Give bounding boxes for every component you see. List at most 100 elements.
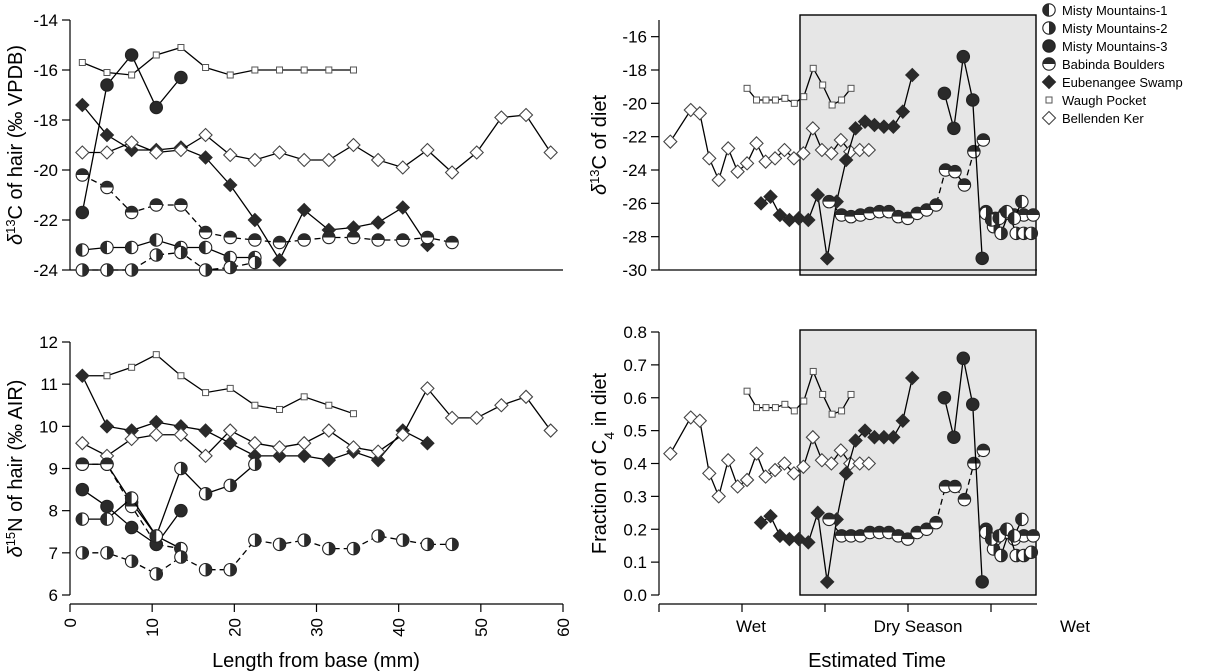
data-point	[833, 443, 849, 458]
data-point	[886, 119, 901, 134]
data-point	[844, 529, 858, 543]
data-point	[223, 562, 237, 577]
data-point	[100, 240, 114, 255]
data-point	[198, 240, 213, 255]
series-line	[82, 535, 453, 575]
data-point	[543, 423, 558, 438]
data-point	[800, 93, 808, 101]
data-point	[276, 405, 284, 413]
data-point	[965, 397, 980, 412]
data-point	[75, 546, 90, 560]
data-point	[730, 164, 745, 179]
legend-marker	[1045, 96, 1053, 104]
data-point	[833, 132, 849, 148]
data-point	[322, 230, 336, 245]
data-point	[297, 533, 311, 547]
data-point	[100, 263, 114, 277]
data-point	[420, 142, 435, 158]
series-bellenden	[75, 381, 558, 464]
data-point	[937, 86, 952, 101]
data-point	[842, 456, 858, 471]
legend-label: Misty Mountains-1	[1062, 3, 1167, 18]
data-point	[711, 172, 727, 188]
data-point	[819, 81, 827, 89]
panel-hair_d13c: -24 -22 -20 -18 -16 -14 δ13C of hair (‰ VPDB)	[3, 11, 563, 280]
data-point	[103, 372, 111, 380]
panel-hair_d15n: 6 7 8 9 10 11 12 0 10 20 30 40 50 60 Length from base …	[3, 333, 574, 672]
data-point	[494, 110, 509, 125]
data-point	[494, 397, 509, 413]
data-point	[370, 444, 386, 459]
data-point	[198, 150, 213, 165]
legend-marker	[1042, 57, 1056, 71]
x-axis-title: Length from base (mm)	[212, 650, 420, 672]
y-tick-label: -24	[33, 261, 58, 280]
data-point	[929, 515, 943, 530]
data-point	[272, 537, 287, 552]
data-point	[956, 351, 971, 366]
data-point	[75, 435, 90, 451]
x-tick-label: 30	[308, 618, 327, 637]
y-tick-label: 0.4	[623, 455, 647, 474]
data-point	[248, 255, 262, 270]
series-line	[82, 353, 354, 415]
data-point	[720, 141, 736, 156]
data-point	[420, 381, 435, 396]
data-point	[346, 230, 361, 245]
data-point	[711, 489, 727, 504]
data-point	[947, 121, 961, 136]
data-point	[128, 363, 136, 371]
data-point	[701, 151, 717, 166]
data-point	[937, 390, 952, 405]
data-point	[248, 233, 262, 247]
x-axis-title: Estimated Time	[808, 650, 946, 672]
data-point	[223, 478, 237, 493]
series-misty3	[75, 48, 188, 220]
data-point	[801, 535, 816, 550]
data-point	[929, 198, 943, 212]
data-point	[867, 117, 882, 133]
data-point	[847, 84, 855, 92]
data-point	[124, 263, 139, 277]
series-babinda	[822, 133, 991, 226]
data-point	[226, 71, 234, 79]
y-tick-label: 9	[49, 460, 58, 479]
data-point	[395, 160, 411, 175]
data-point	[786, 151, 802, 166]
x-tick-label: 0	[61, 618, 80, 627]
data-point	[469, 145, 485, 160]
data-point	[149, 100, 164, 115]
data-point	[149, 529, 164, 543]
data-point	[1026, 529, 1040, 543]
data-point	[975, 251, 989, 266]
data-point	[771, 96, 779, 104]
data-point	[956, 49, 971, 64]
data-point	[174, 461, 188, 476]
data-point	[198, 448, 213, 464]
data-point	[948, 164, 962, 179]
data-point	[248, 457, 262, 472]
legend-label: Waugh Pocket	[1062, 93, 1146, 108]
series-waugh	[78, 351, 357, 418]
data-point	[325, 401, 333, 409]
series-babinda	[75, 168, 459, 250]
series-eubenangee	[753, 67, 920, 266]
data-point	[967, 144, 981, 159]
y-tick-label: 6	[49, 586, 58, 605]
data-point	[149, 233, 164, 247]
data-point	[861, 456, 877, 471]
data-point	[1026, 208, 1040, 222]
y-tick-label: -18	[33, 111, 58, 130]
legend: Misty Mountains-1 Misty Mountains-2 Misty …	[1041, 3, 1183, 126]
data-point	[296, 435, 312, 451]
series-misty2	[75, 245, 262, 277]
data-point	[75, 482, 90, 497]
data-point	[124, 240, 139, 255]
data-point	[1015, 512, 1029, 527]
data-point	[325, 66, 333, 74]
data-point	[847, 390, 855, 398]
data-point	[173, 427, 189, 443]
data-point	[300, 66, 308, 74]
data-point	[272, 252, 287, 268]
data-point	[796, 146, 811, 161]
